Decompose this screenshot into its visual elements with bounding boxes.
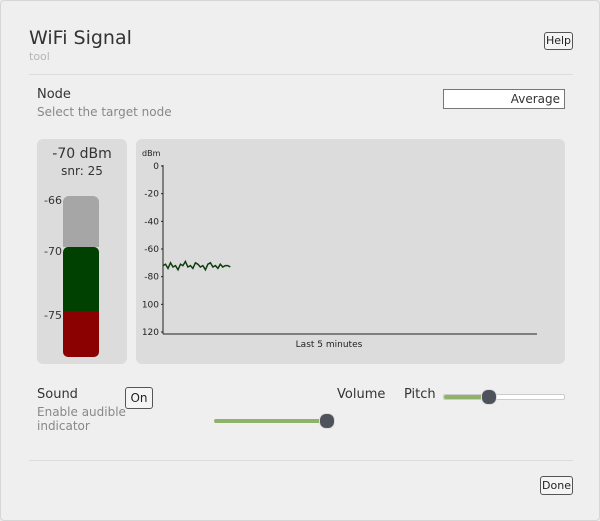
node-description: Select the target node	[37, 105, 172, 119]
y-tick-label: -40	[144, 217, 159, 227]
y-axis-label: dBm	[142, 149, 161, 158]
subtitle: tool	[29, 50, 50, 63]
chart-panel: dBm Last 5 minutes 0 -20 -40 -60 -80 100 120	[136, 139, 565, 364]
y-tick-label: 100	[142, 300, 159, 310]
meter-tick-label: -75	[44, 308, 62, 322]
pitch-slider[interactable]	[481, 389, 497, 405]
separator	[29, 74, 573, 75]
volume-slider[interactable]	[319, 413, 335, 429]
meter-high	[63, 196, 99, 247]
volume-fill	[214, 419, 326, 423]
sound-description: indicator	[37, 419, 90, 433]
x-axis-label: Last 5 minutes	[296, 340, 363, 350]
snr: snr: 25	[61, 164, 103, 178]
node-label: Node	[37, 87, 71, 102]
sound-toggle[interactable]: On	[125, 387, 153, 409]
done-button[interactable]: Done	[540, 476, 573, 495]
chart: dBm Last 5 minutes 0 -20 -40 -60 -80 100 120	[142, 149, 537, 350]
volume-label: Volume	[337, 387, 386, 402]
meter-tick-label: -66	[44, 193, 62, 207]
meter-low	[63, 311, 99, 357]
y-tick-label: -60	[144, 245, 159, 255]
sound-label: Sound	[37, 387, 78, 402]
reading: -70 dBm	[52, 146, 112, 162]
sound-description: Enable audible	[37, 405, 126, 419]
y-tick-label: 120	[142, 328, 159, 338]
y-tick-label: 0	[153, 162, 159, 172]
help-button[interactable]: Help	[544, 32, 573, 50]
meter-panel: -70 dBm snr: 25 -66 -70 -75	[37, 139, 127, 364]
meter-tick-label: -70	[44, 245, 62, 258]
signal-line	[162, 259, 231, 272]
pitch-fill	[444, 395, 489, 399]
pitch-label: Pitch	[404, 387, 436, 402]
y-tick-label: -80	[144, 273, 159, 283]
y-tick-label: -20	[144, 190, 159, 200]
meter-mid	[63, 247, 99, 311]
pitch-track	[443, 394, 565, 400]
node-select[interactable]: Average	[443, 89, 565, 109]
title: WiFi Signal	[29, 27, 132, 49]
separator	[29, 460, 573, 461]
